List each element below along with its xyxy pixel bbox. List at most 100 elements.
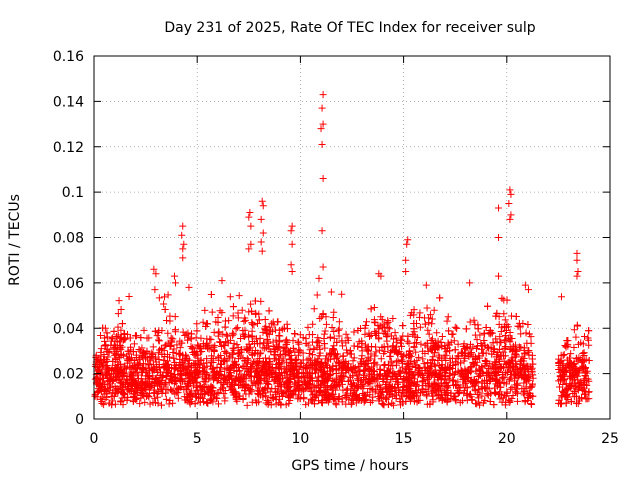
data-point [428,384,436,392]
data-point [343,365,351,373]
data-point [413,333,421,341]
data-point [119,372,127,380]
data-point [103,346,111,354]
data-point [448,331,456,339]
data-point [412,348,420,356]
data-point [346,347,354,355]
data-point [342,330,350,338]
data-point [407,352,415,360]
y-tick-labels: 0 0.02 0.04 0.06 0.08 0.1 0.12 0.14 0.16 [53,49,84,428]
data-point [385,369,393,377]
data-point [210,390,218,398]
data-point [410,343,418,351]
data-point [329,384,337,392]
data-point [377,355,385,363]
data-point [386,325,394,333]
data-point [567,350,575,358]
data-point [302,339,310,347]
data-point [492,376,500,384]
x-tick-label: 0 [90,431,99,447]
data-point [97,348,105,356]
data-point [501,337,509,345]
data-point [519,361,527,369]
data-point [349,363,357,371]
data-point [303,384,311,392]
data-point [570,359,578,367]
data-point [575,354,583,362]
data-point [164,291,172,299]
data-point [221,394,229,402]
data-point [468,396,476,404]
y-tick-label: 0.14 [53,94,84,110]
data-point [309,320,317,328]
data-point [151,379,159,387]
data-point [184,329,192,337]
data-point [462,325,470,333]
data-point [472,400,480,408]
data-point [262,354,270,362]
data-point [289,337,297,345]
data-point [234,350,242,358]
data-point [218,309,226,317]
data-point [330,334,338,342]
data-point [275,395,283,403]
data-point [265,380,273,388]
data-point [367,305,375,313]
data-point [410,358,418,366]
data-point [186,398,194,406]
data-point [194,386,202,394]
data-point [207,336,215,344]
data-point [349,397,357,405]
data-point [322,352,330,360]
data-point [115,368,123,376]
data-point [272,326,280,334]
data-point [242,390,250,398]
data-point [165,379,173,387]
data-point [199,318,207,326]
data-point [335,318,343,326]
data-point [500,310,508,318]
data-point [222,331,230,339]
data-point [117,360,125,368]
data-point [335,332,343,340]
data-point [140,326,148,334]
data-point [224,332,232,340]
data-point [496,395,504,403]
data-point [241,316,249,324]
data-point [280,381,288,389]
data-point [349,357,357,365]
data-point [579,350,587,358]
data-point [391,329,399,337]
data-point [466,318,474,326]
data-point [208,308,216,316]
data-point [161,380,169,388]
data-point [93,389,101,397]
data-point [423,304,431,312]
data-point [305,331,313,339]
data-point [142,364,150,372]
data-point [121,362,129,370]
data-point [154,393,162,401]
data-point [229,312,237,320]
data-point [129,378,137,386]
data-point [208,396,216,404]
data-point [332,401,340,409]
data-point [419,355,427,363]
data-point [473,336,481,344]
data-point [199,373,207,381]
data-point [179,364,187,372]
data-point [570,326,578,334]
data-point [282,340,290,348]
data-point [257,349,265,357]
data-point [444,313,452,321]
data-point [462,383,470,391]
data-point [325,398,333,406]
data-point [146,400,154,408]
data-point [221,323,229,331]
data-point [366,332,374,340]
data-point [515,343,523,351]
data-point [562,399,570,407]
data-point [275,331,283,339]
data-point [230,330,238,338]
data-point [115,353,123,361]
